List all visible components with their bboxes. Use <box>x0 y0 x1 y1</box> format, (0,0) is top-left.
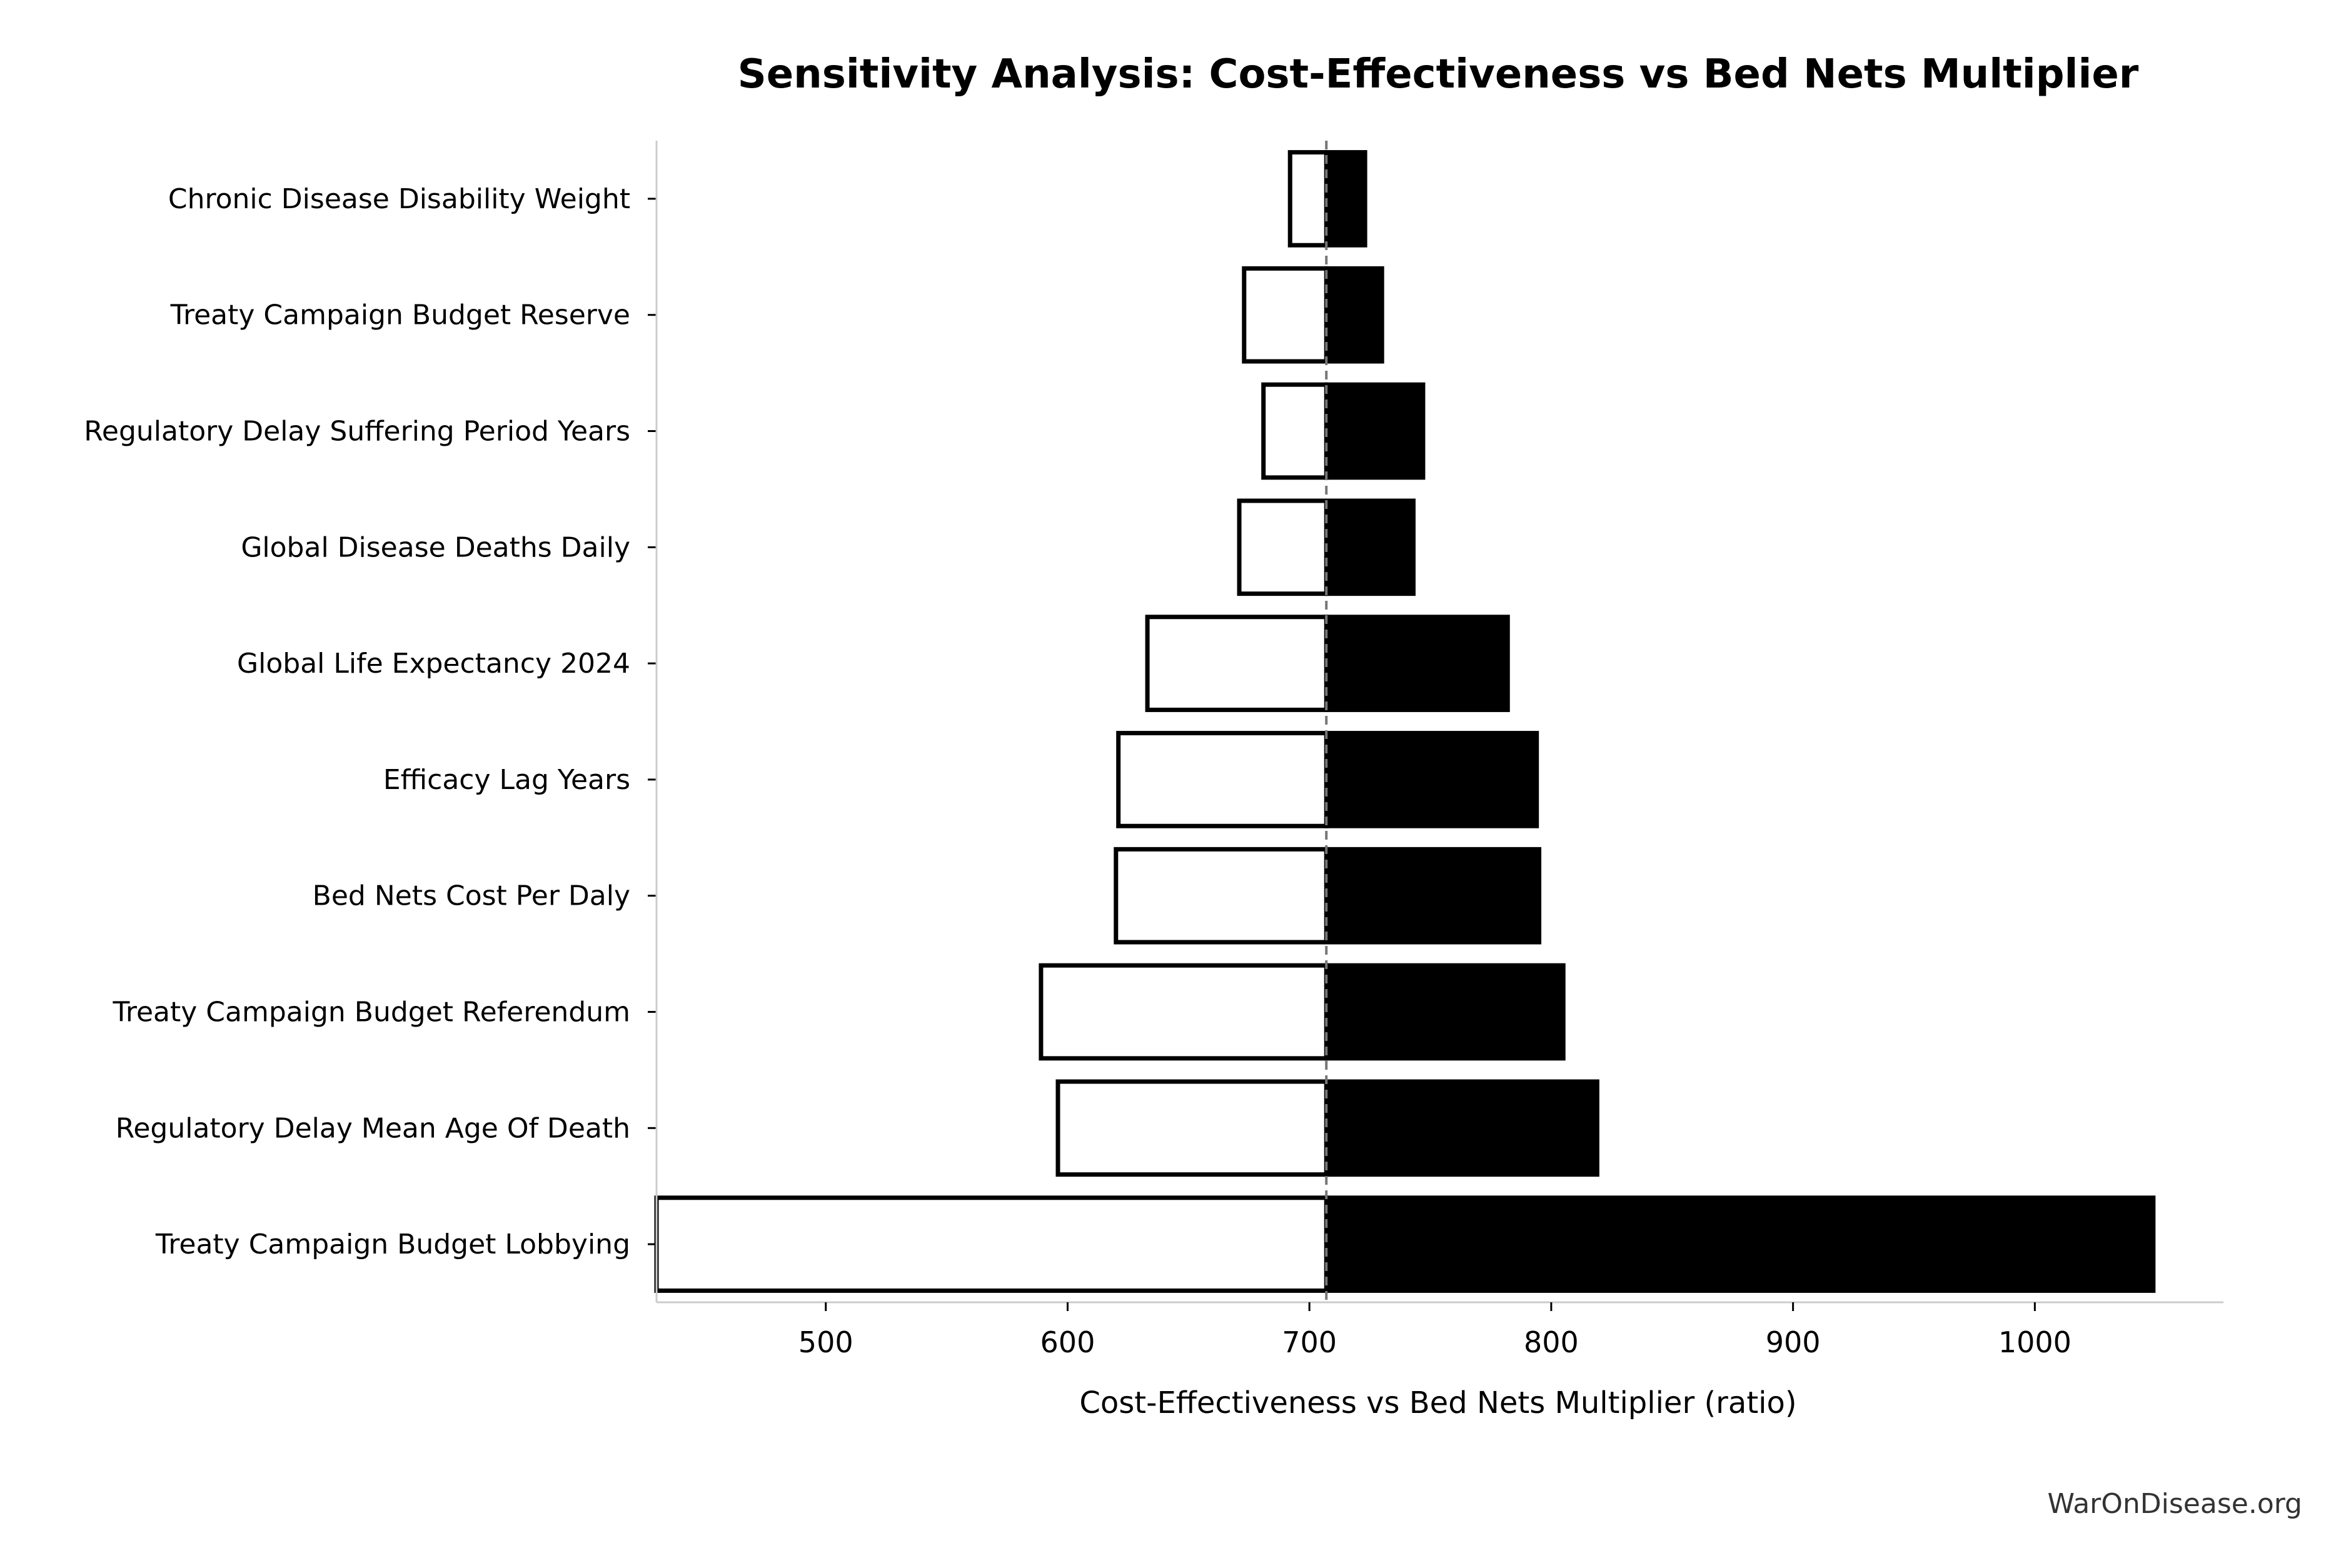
bar-low <box>1039 963 1329 1061</box>
bar-high <box>1324 150 1367 248</box>
y-tick-label: Chronic Disease Disability Weight <box>168 183 630 215</box>
x-tick-label: 700 <box>1282 1325 1337 1359</box>
y-tick-label: Treaty Campaign Budget Referendum <box>112 997 630 1028</box>
bar-low <box>1055 1079 1329 1177</box>
x-tick-label: 500 <box>798 1325 853 1359</box>
x-tick-label: 600 <box>1040 1325 1095 1359</box>
bar-high <box>1324 498 1416 596</box>
bars-group <box>654 150 2156 1293</box>
y-tick-label: Regulatory Delay Suffering Period Years <box>84 416 630 448</box>
bar-low <box>1114 847 1329 945</box>
bar-low <box>654 1195 1329 1293</box>
bar-high <box>1324 963 1566 1061</box>
bar-high <box>1324 847 1542 945</box>
bar-low <box>1116 731 1329 828</box>
y-tick-label: Bed Nets Cost Per Daly <box>313 880 630 912</box>
y-tick-label: Treaty Campaign Budget Reserve <box>170 299 630 331</box>
bar-low <box>1145 615 1329 712</box>
y-axis: Chronic Disease Disability Weight Treaty … <box>84 141 658 1302</box>
x-tick-label: 800 <box>1524 1325 1579 1359</box>
x-tick-label: 900 <box>1766 1325 1821 1359</box>
chart-title: Sensitivity Analysis: Cost-Effectiveness… <box>738 51 2139 98</box>
bar-high <box>1324 731 1539 828</box>
y-tick-label: Efficacy Lag Years <box>383 764 630 796</box>
bar-high <box>1324 382 1426 480</box>
y-tick-label: Regulatory Delay Mean Age Of Death <box>116 1112 630 1144</box>
x-tick-label: 1000 <box>1998 1325 2072 1359</box>
bar-high <box>1324 615 1510 712</box>
bar-high <box>1324 1079 1599 1177</box>
bar-low <box>1261 382 1329 480</box>
y-tick-label: Global Life Expectancy 2024 <box>237 648 630 680</box>
y-tick-label: Treaty Campaign Budget Lobbying <box>155 1229 630 1260</box>
x-axis-label: Cost-Effectiveness vs Bed Nets Multiplie… <box>1079 1385 1796 1420</box>
bar-low <box>1242 266 1329 364</box>
credit-text: WarOnDisease.org <box>2048 1488 2302 1520</box>
bar-low <box>1237 498 1329 596</box>
bar-high <box>1324 1195 2156 1293</box>
bar-low <box>1287 150 1329 248</box>
x-axis: 500 600 700 800 900 1000 <box>657 1301 2223 1359</box>
y-tick-label: Global Disease Deaths Daily <box>241 531 630 563</box>
bar-high <box>1324 266 1384 364</box>
